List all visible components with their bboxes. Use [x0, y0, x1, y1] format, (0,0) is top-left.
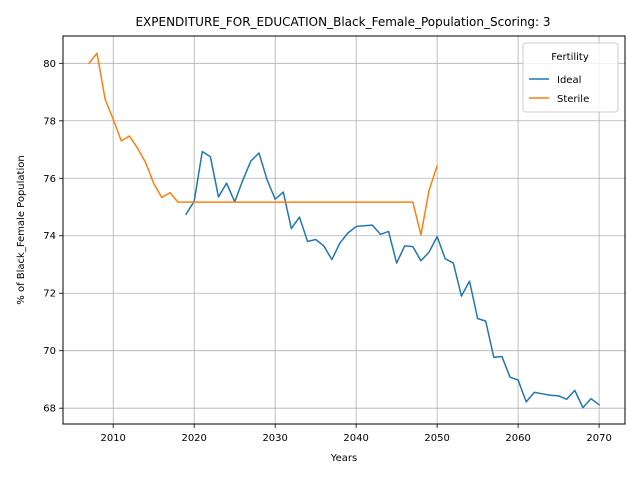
series-line-ideal: [185, 150, 601, 409]
y-axis-ticks: 68 70 72 74 76 78 80: [43, 59, 63, 415]
y-tick-label: 72: [43, 289, 56, 300]
y-tick-label: 76: [43, 174, 56, 185]
y-tick-label: 70: [43, 346, 56, 357]
legend-box: [522, 42, 619, 113]
x-tick-label: 2070: [586, 433, 611, 444]
legend: Fertility Ideal Sterile: [522, 42, 619, 113]
x-tick-label: 2040: [343, 433, 368, 444]
x-tick-label: 2030: [262, 433, 287, 444]
x-axis-label: Years: [330, 453, 357, 464]
chart-title: EXPENDITURE_FOR_EDUCATION_Black_Female_P…: [135, 15, 550, 29]
grid: [63, 36, 625, 424]
series-lines: [87, 52, 601, 409]
x-axis-ticks: 2010 2020 2030 2040 2050 2060 2070: [100, 424, 612, 444]
x-tick-label: 2060: [505, 433, 530, 444]
x-tick-label: 2010: [100, 433, 125, 444]
y-tick-label: 78: [43, 116, 56, 127]
y-tick-label: 80: [43, 59, 56, 70]
legend-label-sterile: Sterile: [557, 94, 589, 105]
y-axis-label: % of Black_Female Population: [16, 155, 27, 304]
y-tick-label: 74: [43, 231, 56, 242]
y-tick-label: 68: [43, 404, 56, 415]
x-tick-label: 2050: [424, 433, 449, 444]
plot-area-frame: [62, 35, 626, 425]
legend-label-ideal: Ideal: [557, 75, 581, 86]
legend-title: Fertility: [551, 52, 589, 63]
x-tick-label: 2020: [181, 433, 206, 444]
series-line-sterile: [87, 52, 439, 236]
